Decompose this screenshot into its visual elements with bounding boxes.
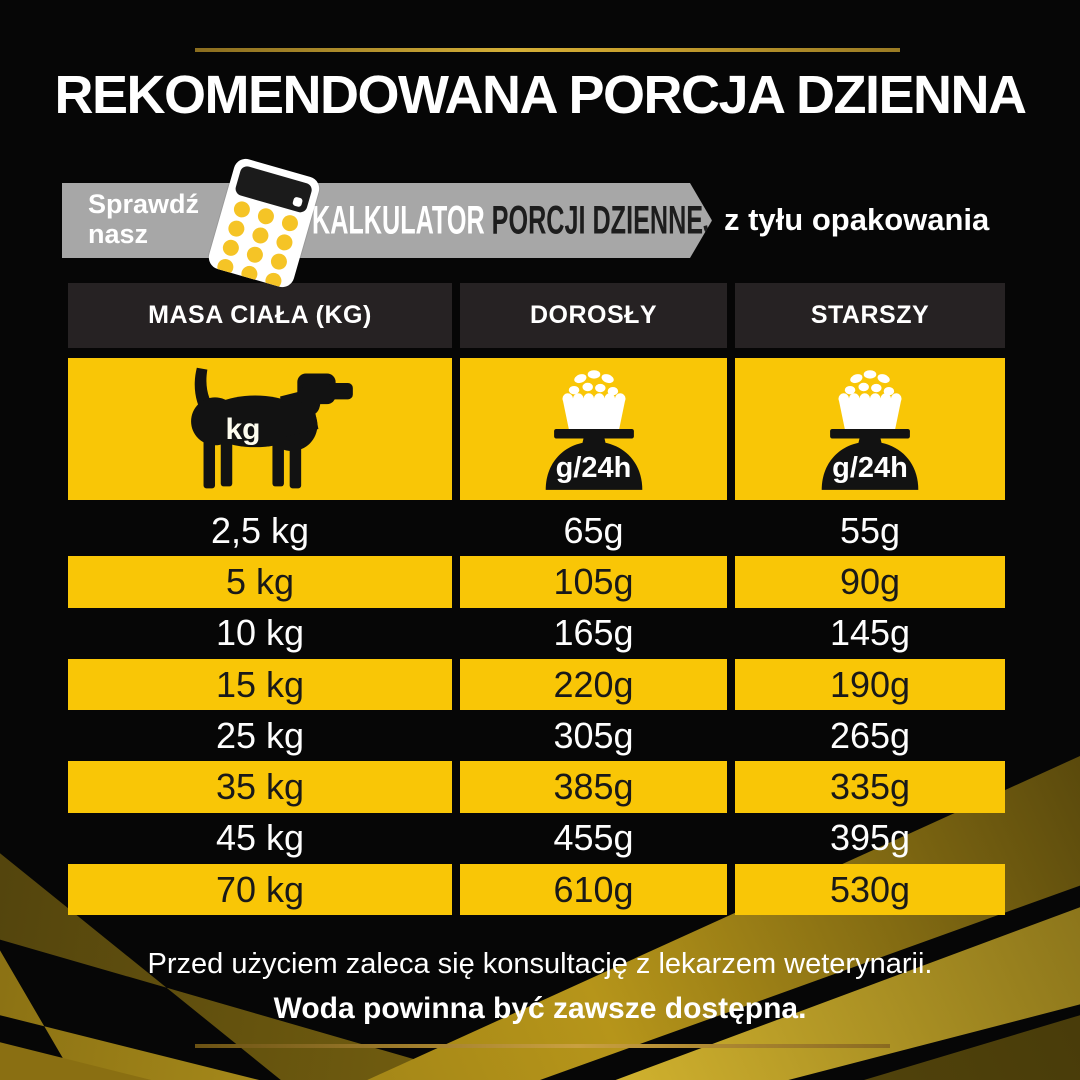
adult-portion-cell: 65g	[563, 509, 624, 551]
senior-portion-cell: 145g	[829, 612, 911, 654]
senior-portion-unit-label: g/24h	[832, 451, 908, 484]
adult-portion-cell: 305g	[553, 714, 634, 756]
weight-cell: 10 kg	[215, 612, 305, 654]
weight-unit-label: kg	[225, 413, 261, 447]
senior-portion-cell: 395g	[829, 817, 911, 859]
senior-portion-cell: 265g	[829, 714, 911, 756]
adult-portion-cell: 105g	[460, 556, 727, 608]
gold-rule-top	[195, 48, 900, 52]
banner-portion-word: PORCJI DZIENNEJ	[491, 198, 718, 242]
table-row: 45 kg 455g 395g	[68, 813, 1005, 864]
table-row: 70 kg 610g 530g	[68, 864, 1005, 916]
adult-portion-cell: 455g	[553, 817, 634, 859]
senior-scale-icon-cell: g/24h	[735, 358, 1005, 500]
table-row: 10 kg 165g 145g	[68, 608, 1005, 659]
senior-portion-cell: 90g	[735, 556, 1005, 608]
table-row: 25 kg 305g 265g	[68, 710, 1005, 761]
banner-check-text: Sprawdź nasz	[88, 189, 199, 249]
header-senior: STARSZY	[735, 283, 1005, 348]
banner-suffix-text: z tyłu opakowania	[724, 202, 990, 237]
weight-cell: 15 kg	[68, 658, 452, 711]
adult-portion-cell: 385g	[460, 761, 727, 813]
banner-check-line2: nasz	[88, 219, 149, 249]
adult-portion-cell: 220g	[460, 658, 727, 711]
table-row: 2,5 kg 65g 55g	[68, 505, 1005, 556]
food-scale-icon	[545, 370, 642, 490]
dog-icon	[191, 367, 353, 489]
adult-scale-icon-cell: g/24h	[460, 358, 727, 500]
senior-portion-cell: 530g	[735, 864, 1005, 916]
table-header-row: MASA CIAŁA (KG) DOROSŁY STARSZY	[68, 283, 1005, 348]
header-adult: DOROSŁY	[460, 283, 727, 348]
table-row: 5 kg 105g 90g	[68, 556, 1005, 608]
food-scale-icon	[821, 370, 919, 490]
footer-consultation-note: Przed użyciem zaleca się konsultację z l…	[147, 948, 933, 980]
calculator-screen-dot	[292, 196, 304, 208]
senior-portion-cell: 55g	[839, 509, 901, 551]
calculator-banner: Sprawdź nasz KALKULATOR PORCJI DZIENNEJ	[62, 183, 712, 258]
table-row: 35 kg 385g 335g	[68, 761, 1005, 813]
gold-rule-bottom	[195, 1044, 890, 1048]
weight-cell: 45 kg	[215, 817, 305, 859]
weight-cell: 2,5 kg	[210, 509, 310, 551]
dog-icon-cell: kg	[68, 358, 452, 500]
adult-portion-cell: 610g	[460, 864, 727, 916]
weight-cell: 35 kg	[68, 761, 452, 813]
page-title: REKOMENDOWANA PORCJA DZIENNA	[54, 65, 1027, 125]
calculator-buttons	[215, 199, 300, 290]
weight-cell: 5 kg	[68, 556, 452, 608]
banner-calculator-word: KALKULATOR	[312, 198, 485, 242]
adult-portion-cell: 165g	[553, 612, 634, 654]
weight-cell: 25 kg	[215, 714, 305, 756]
senior-portion-cell: 190g	[735, 658, 1005, 711]
footer-water-note: Woda powinna być zawsze dostępna.	[273, 992, 807, 1025]
header-body-mass: MASA CIAŁA (KG)	[68, 283, 452, 348]
weight-cell: 70 kg	[68, 864, 452, 916]
adult-portion-unit-label: g/24h	[555, 451, 632, 484]
table-icon-row: kg	[68, 358, 1005, 500]
portion-table: MASA CIAŁA (KG) DOROSŁY STARSZY	[68, 283, 1005, 916]
senior-portion-cell: 335g	[735, 761, 1005, 813]
banner-check-line1: Sprawdź	[88, 189, 200, 219]
calculator-icon	[205, 156, 323, 290]
table-row: 15 kg 220g 190g	[68, 658, 1005, 711]
banner-headline: KALKULATOR PORCJI DZIENNEJ	[312, 198, 717, 243]
